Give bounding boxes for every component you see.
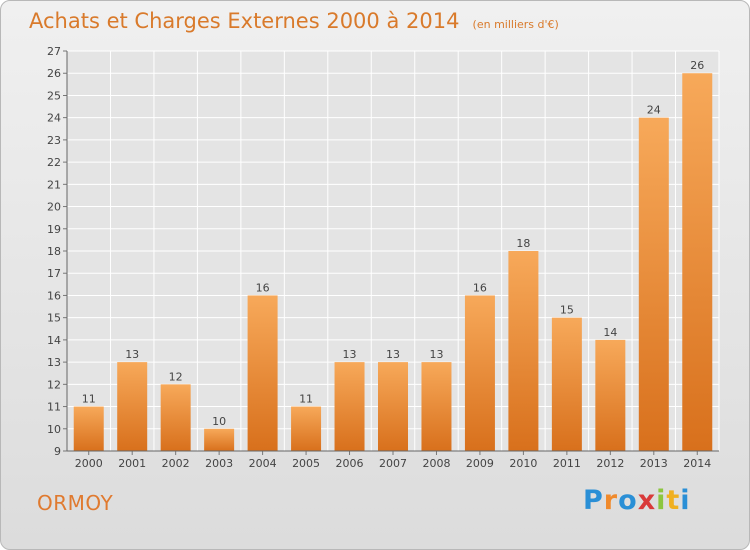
y-tick-label: 18 (47, 245, 61, 258)
x-tick-label: 2004 (249, 457, 277, 470)
x-tick-label: 2011 (553, 457, 581, 470)
x-tick-label: 2008 (422, 457, 450, 470)
value-label: 18 (516, 237, 530, 250)
y-tick-label: 15 (47, 312, 61, 325)
logo-letter: r (603, 485, 619, 516)
value-label: 24 (647, 104, 661, 117)
bar-2008 (421, 362, 452, 451)
logo-letter: o (618, 485, 638, 516)
bar-2011 (551, 317, 582, 451)
value-label: 10 (212, 415, 226, 428)
proxiti-logo[interactable]: Proxiti (583, 485, 691, 516)
y-tick-label: 21 (47, 178, 61, 191)
value-label: 11 (82, 393, 96, 406)
x-tick-label: 2007 (379, 457, 407, 470)
y-tick-label: 26 (47, 67, 61, 80)
bar-2002 (160, 384, 191, 451)
value-label: 13 (386, 348, 400, 361)
value-label: 15 (560, 304, 574, 317)
x-tick-label: 2014 (683, 457, 711, 470)
bar-2013 (638, 117, 669, 452)
y-tick-label: 11 (47, 401, 61, 414)
chart-title: Achats et Charges Externes 2000 à 2014 (29, 9, 460, 33)
x-tick-label: 2012 (596, 457, 624, 470)
x-tick-label: 2010 (509, 457, 537, 470)
logo-letter: i (656, 485, 667, 516)
y-tick-label: 16 (47, 289, 61, 302)
x-tick-label: 2002 (162, 457, 190, 470)
bar-2003 (204, 428, 235, 451)
y-tick-label: 12 (47, 378, 61, 391)
y-tick-label: 24 (47, 112, 61, 125)
y-tick-label: 13 (47, 356, 61, 369)
bar-2012 (595, 339, 626, 451)
value-label: 14 (603, 326, 617, 339)
bar-2010 (508, 251, 539, 451)
logo-letter: P (583, 485, 604, 516)
logo-letter: i (680, 485, 691, 516)
bar-2014 (682, 73, 713, 451)
bar-2006 (334, 362, 365, 451)
x-tick-label: 2000 (75, 457, 103, 470)
value-label: 11 (299, 393, 313, 406)
bar-2001 (117, 362, 148, 451)
x-tick-label: 2003 (205, 457, 233, 470)
value-label: 16 (473, 281, 487, 294)
y-tick-label: 23 (47, 134, 61, 147)
bar-2004 (247, 295, 278, 451)
x-tick-label: 2001 (118, 457, 146, 470)
y-tick-label: 10 (47, 423, 61, 436)
value-label: 26 (690, 59, 704, 72)
logo-letter: x (637, 485, 657, 516)
title-row: Achats et Charges Externes 2000 à 2014 (… (29, 9, 559, 33)
bar-2005 (291, 406, 322, 451)
bar-2009 (464, 295, 495, 451)
y-tick-label: 27 (47, 45, 61, 58)
y-tick-label: 14 (47, 334, 61, 347)
bar-2000 (73, 406, 104, 451)
axes: 9 10 11 12 13 14 15 16 17 18 19 20 21 22 23 24 25 26 27 200… (47, 45, 719, 470)
y-tick-label: 17 (47, 267, 61, 280)
y-tick-label: 19 (47, 223, 61, 236)
value-label: 13 (343, 348, 357, 361)
x-tick-label: 2006 (336, 457, 364, 470)
y-tick-label: 25 (47, 89, 61, 102)
logo-letter: t (666, 485, 681, 516)
value-label: 16 (256, 281, 270, 294)
value-label: 13 (125, 348, 139, 361)
x-tick-label: 2013 (640, 457, 668, 470)
commune-name: ORMOY (37, 491, 114, 515)
y-tick-label: 9 (54, 445, 61, 458)
chart-subtitle: (en milliers d'€) (472, 18, 559, 31)
x-tick-label: 2009 (466, 457, 494, 470)
x-tick-label: 2005 (292, 457, 320, 470)
bar-2007 (378, 362, 408, 451)
y-tick-label: 22 (47, 156, 61, 169)
value-label: 12 (169, 370, 183, 383)
y-tick-label: 20 (47, 201, 61, 214)
bars: 11 13 12 10 16 11 13 13 13 16 18 15 14 24 26 (73, 59, 713, 452)
value-label: 13 (429, 348, 443, 361)
